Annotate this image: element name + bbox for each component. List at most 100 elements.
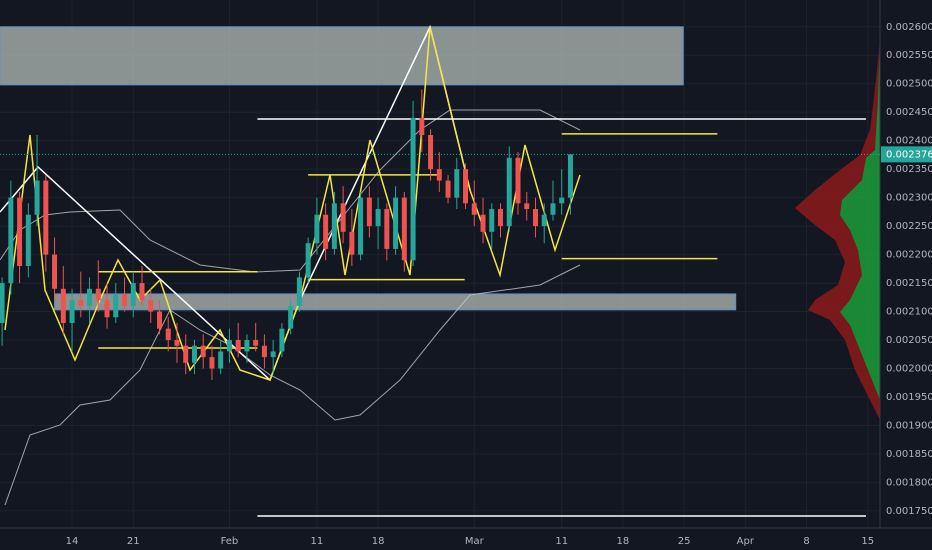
candle-body bbox=[550, 203, 556, 215]
y-tick-label: 0.001750 bbox=[886, 506, 932, 517]
candle-body bbox=[95, 288, 101, 301]
candle-body bbox=[226, 340, 232, 352]
candle-body bbox=[279, 328, 285, 352]
x-tick-label: 11 bbox=[555, 536, 568, 547]
pattern-drawings bbox=[0, 24, 581, 382]
candle-body bbox=[209, 357, 215, 369]
zones bbox=[0, 26, 737, 311]
candle-body bbox=[25, 214, 31, 266]
x-tick-label: Feb bbox=[221, 536, 239, 547]
x-tick-label: 11 bbox=[311, 536, 324, 547]
candle-body bbox=[463, 169, 469, 204]
x-tick-label: Apr bbox=[737, 536, 755, 547]
candle-body bbox=[419, 117, 425, 135]
x-tick-label: 25 bbox=[678, 536, 691, 547]
candle-body bbox=[393, 197, 399, 249]
candle-body bbox=[218, 351, 224, 369]
candle-body bbox=[174, 340, 180, 346]
candle-body bbox=[445, 180, 451, 198]
x-tick-label: 18 bbox=[372, 536, 385, 547]
candle-body bbox=[506, 157, 512, 227]
candle-body bbox=[0, 283, 5, 323]
y-tick-label: 0.002150 bbox=[886, 278, 932, 289]
candle-body bbox=[165, 328, 171, 341]
candle-body bbox=[541, 214, 547, 227]
candle-body bbox=[471, 203, 477, 215]
candle-body bbox=[296, 277, 302, 306]
y-tick-label: 0.002300 bbox=[886, 193, 932, 204]
last-price-label: 0.002376 bbox=[886, 149, 932, 160]
y-tick-label: 0.002550 bbox=[886, 50, 932, 61]
candle-body bbox=[270, 351, 276, 358]
x-tick-label: 18 bbox=[617, 536, 630, 547]
candle-body bbox=[60, 288, 66, 323]
y-tick-label: 0.001800 bbox=[886, 477, 932, 488]
candle-body bbox=[34, 180, 40, 215]
candle-body bbox=[428, 134, 434, 170]
y-tick-label: 0.002350 bbox=[886, 164, 932, 175]
candle-body bbox=[235, 340, 241, 352]
x-tick-label: 21 bbox=[127, 536, 140, 547]
candle-body bbox=[375, 209, 381, 227]
candle-body bbox=[139, 283, 145, 301]
candle-body bbox=[515, 157, 521, 204]
candle-body bbox=[323, 214, 329, 249]
candle-body bbox=[122, 294, 128, 306]
y-tick-label: 0.001950 bbox=[886, 392, 932, 403]
axes: 0.002600 0.002550 0.002500 0.002450 0.002400… bbox=[0, 22, 932, 547]
zone bbox=[0, 26, 684, 86]
candle-body bbox=[559, 197, 565, 204]
y-tick-label: 0.002500 bbox=[886, 79, 932, 90]
candle-body bbox=[305, 243, 311, 278]
candle-body bbox=[454, 169, 460, 198]
candle-body bbox=[410, 117, 416, 261]
candle-body bbox=[358, 197, 364, 255]
candle-body bbox=[288, 305, 294, 329]
candle-body bbox=[148, 300, 154, 312]
levels bbox=[98, 118, 867, 517]
candle-body bbox=[200, 345, 206, 358]
candle-body bbox=[480, 214, 486, 232]
x-tick-label: 8 bbox=[803, 536, 809, 547]
candle-body bbox=[532, 209, 538, 227]
candle-body bbox=[87, 288, 93, 306]
candle-body bbox=[331, 203, 337, 249]
candle-body bbox=[104, 300, 110, 318]
y-tick-label: 0.001850 bbox=[886, 449, 932, 460]
candle-body bbox=[261, 345, 267, 358]
candle-body bbox=[366, 197, 372, 227]
x-tick-label: 15 bbox=[861, 536, 874, 547]
candles bbox=[0, 89, 573, 380]
volume-profile bbox=[795, 40, 880, 420]
x-tick-label: Mar bbox=[465, 536, 485, 547]
candle-body bbox=[524, 203, 530, 210]
y-tick-label: 0.002100 bbox=[886, 307, 932, 318]
y-tick-label: 0.001900 bbox=[886, 420, 932, 431]
x-tick-label: 14 bbox=[66, 536, 79, 547]
candle-body bbox=[567, 154, 573, 198]
candle-body bbox=[384, 209, 390, 249]
candle-body bbox=[69, 300, 75, 323]
candle-body bbox=[183, 345, 189, 363]
candle-body bbox=[78, 300, 84, 306]
y-tick-label: 0.002400 bbox=[886, 136, 932, 147]
candle-body bbox=[17, 197, 23, 266]
candle-body bbox=[401, 197, 407, 261]
y-tick-label: 0.002000 bbox=[886, 364, 932, 375]
candle-body bbox=[244, 340, 250, 352]
candle-body bbox=[340, 203, 346, 232]
zone bbox=[54, 293, 737, 311]
candle-body bbox=[314, 214, 320, 244]
candle-body bbox=[349, 231, 355, 255]
y-tick-label: 0.002600 bbox=[886, 22, 932, 33]
candle-body bbox=[436, 169, 442, 181]
candle-body bbox=[52, 254, 58, 289]
y-tick-label: 0.002450 bbox=[886, 107, 932, 118]
y-tick-label: 0.002200 bbox=[886, 250, 932, 261]
candle-body bbox=[191, 345, 197, 363]
candle-body bbox=[253, 340, 259, 346]
candle-body bbox=[498, 209, 504, 227]
candle-body bbox=[8, 197, 14, 284]
y-tick-label: 0.002050 bbox=[886, 335, 932, 346]
